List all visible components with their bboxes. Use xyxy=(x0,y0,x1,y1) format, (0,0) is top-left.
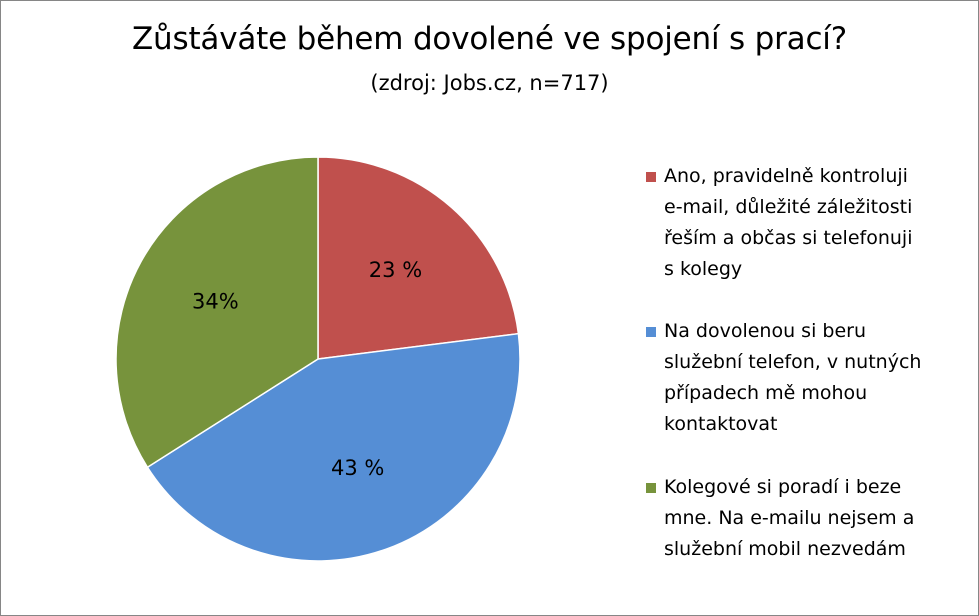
pie-label-1: 23 % xyxy=(369,258,422,282)
pie-slice-3 xyxy=(115,156,319,469)
legend-label-2: Na dovolenou si beru služební telefon, v… xyxy=(664,320,922,435)
chart-subtitle: (zdroj: Jobs.cz, n=717) xyxy=(370,71,609,95)
legend-swatch-3 xyxy=(646,483,656,493)
chart-title: Zůstáváte během dovolené ve spojení s pr… xyxy=(132,21,847,57)
pie-slice-2 xyxy=(146,332,521,562)
legend-swatch-1 xyxy=(646,172,656,182)
legend-label-1: Ano, pravidelně kontroluji e-mail, důlež… xyxy=(664,165,913,280)
pie-slice-1 xyxy=(317,156,520,360)
pie-label-2: 43 % xyxy=(331,456,384,480)
legend-label-3: Kolegové si poradí i beze mne. Na e-mail… xyxy=(664,476,915,560)
legend-swatch-2 xyxy=(646,327,656,337)
pie-label-3: 34% xyxy=(192,290,239,314)
